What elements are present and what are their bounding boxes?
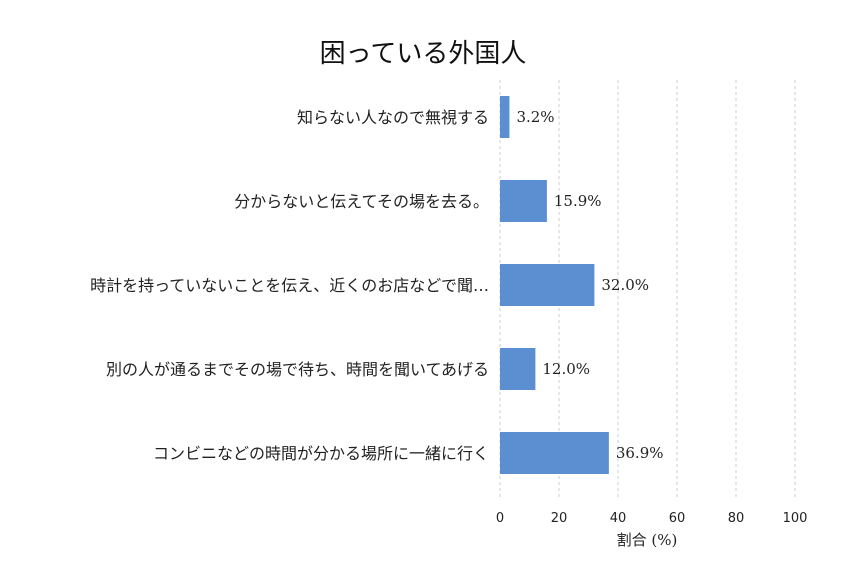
value-label: 3.2%	[516, 108, 554, 126]
bars	[500, 96, 609, 474]
x-tick-label: 80	[728, 511, 745, 526]
value-label: 12.0%	[542, 360, 590, 378]
x-tick-label: 20	[551, 511, 568, 526]
category-label: 別の人が通るまでその場で待ち、時間を聞いてあげる	[106, 360, 489, 379]
x-tick-labels: 0 20 40 60 80 100	[496, 511, 808, 526]
value-label: 32.0%	[601, 276, 649, 294]
value-label: 36.9%	[616, 444, 664, 462]
bar	[500, 96, 510, 138]
chart-title: 困っている外国人	[320, 39, 527, 69]
x-tick-label: 40	[610, 511, 627, 526]
x-axis-label: 割合 (%)	[617, 531, 678, 549]
x-tick-label: 60	[669, 511, 686, 526]
bar	[500, 264, 595, 306]
bar	[500, 180, 547, 222]
category-label: 分からないと伝えてその場を去る。	[234, 192, 489, 211]
value-label: 15.9%	[554, 192, 602, 210]
category-labels: 知らない人なので無視する分からないと伝えてその場を去る。時計を持っていないことを…	[90, 108, 489, 463]
x-tick-label: 0	[496, 511, 504, 526]
bar	[500, 348, 536, 390]
x-tick-label: 100	[783, 511, 808, 526]
category-label: 時計を持っていないことを伝え、近くのお店などで聞…	[90, 276, 489, 295]
bar	[500, 432, 609, 474]
value-labels: 3.2% 15.9% 32.0% 12.0% 36.9%	[516, 108, 663, 462]
category-label: 知らない人なので無視する	[297, 108, 489, 127]
category-label: コンビニなどの時間が分かる場所に一緒に行く	[153, 444, 489, 463]
